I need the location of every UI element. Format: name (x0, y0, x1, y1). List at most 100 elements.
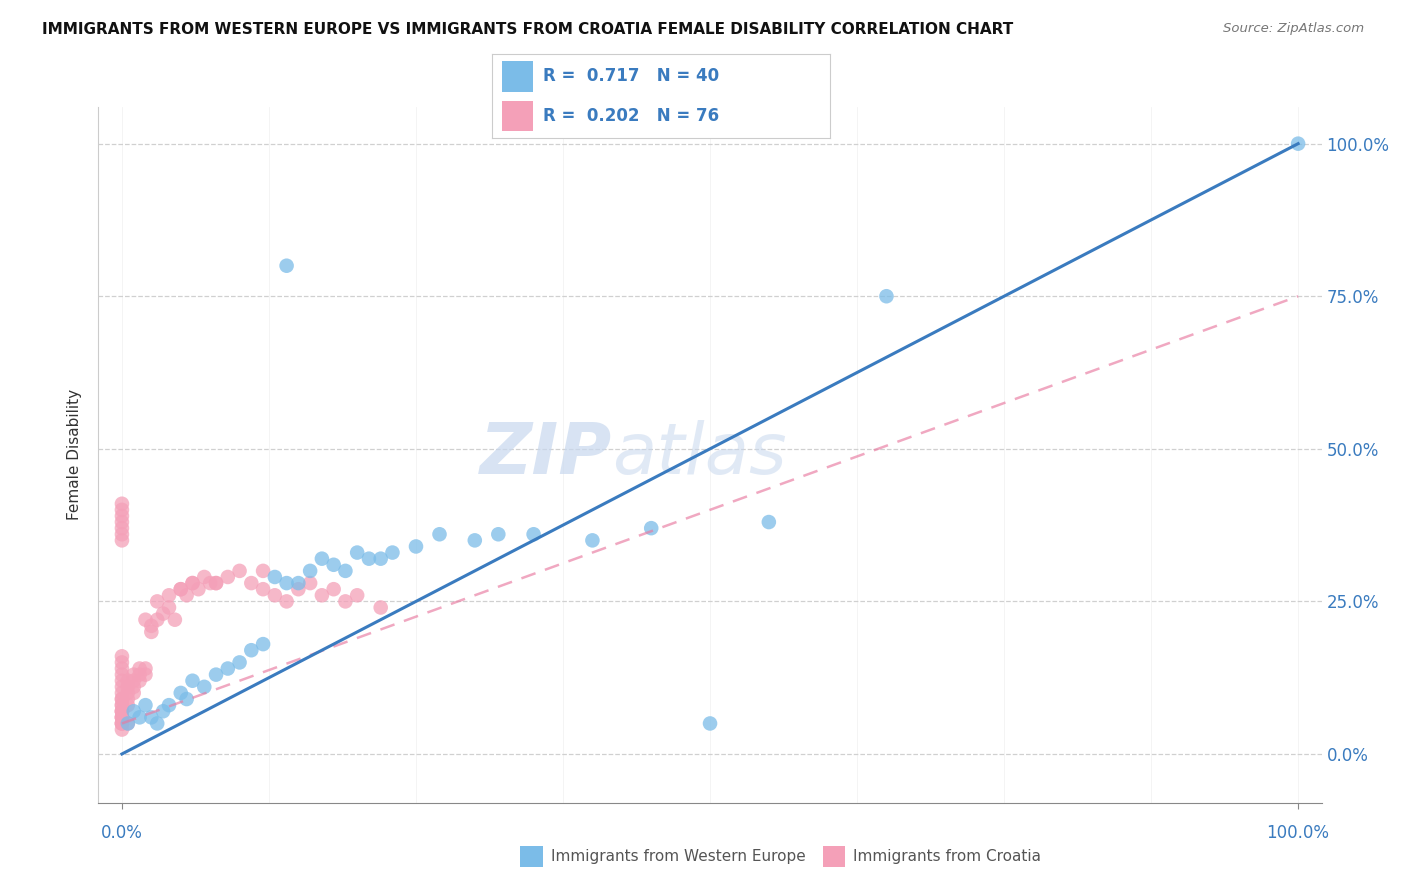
Point (581, 533, 603, 548)
Point (152, 704, 174, 718)
Point (758, 515, 780, 529)
FancyBboxPatch shape (502, 62, 533, 92)
Text: 100.0%: 100.0% (1267, 824, 1330, 842)
Point (111, 686, 134, 700)
Point (111, 704, 134, 718)
Text: atlas: atlas (612, 420, 787, 490)
Point (122, 673, 145, 688)
Point (111, 698, 134, 713)
Point (193, 570, 215, 584)
Point (157, 698, 180, 713)
Point (111, 521, 134, 535)
Point (111, 716, 134, 731)
Point (141, 624, 163, 639)
Point (170, 686, 193, 700)
Point (134, 667, 156, 681)
Point (228, 564, 250, 578)
Point (381, 545, 404, 559)
Point (346, 545, 368, 559)
Point (111, 656, 134, 670)
Point (322, 582, 344, 597)
Point (335, 594, 357, 608)
Point (134, 661, 156, 675)
Point (146, 613, 169, 627)
Point (263, 588, 285, 602)
Point (170, 582, 193, 597)
Point (252, 564, 274, 578)
Point (252, 582, 274, 597)
Point (117, 680, 139, 694)
Point (370, 600, 392, 615)
Point (111, 497, 134, 511)
Point (311, 551, 333, 566)
Point (117, 698, 139, 713)
Point (205, 576, 228, 591)
Point (205, 576, 228, 591)
Point (111, 533, 134, 548)
Point (240, 576, 263, 591)
Point (111, 710, 134, 724)
Point (111, 503, 134, 517)
Point (276, 576, 298, 591)
Point (111, 723, 134, 737)
Point (429, 527, 451, 541)
Point (111, 527, 134, 541)
Point (176, 588, 198, 602)
Point (117, 673, 139, 688)
Point (370, 551, 392, 566)
Point (187, 582, 209, 597)
Point (141, 710, 163, 724)
Point (111, 692, 134, 706)
Point (157, 600, 180, 615)
Point (486, 527, 509, 541)
Point (117, 716, 139, 731)
Point (346, 588, 368, 602)
Point (111, 698, 134, 713)
Point (117, 686, 139, 700)
Text: IMMIGRANTS FROM WESTERN EUROPE VS IMMIGRANTS FROM CROATIA FEMALE DISABILITY CORR: IMMIGRANTS FROM WESTERN EUROPE VS IMMIGR… (42, 22, 1014, 37)
Point (193, 680, 215, 694)
Point (111, 667, 134, 681)
Point (276, 259, 298, 273)
Point (117, 692, 139, 706)
Point (111, 649, 134, 664)
Text: Source: ZipAtlas.com: Source: ZipAtlas.com (1223, 22, 1364, 36)
Point (181, 576, 204, 591)
Point (157, 588, 180, 602)
Point (111, 716, 134, 731)
Point (357, 551, 380, 566)
Point (134, 613, 156, 627)
Point (523, 527, 546, 541)
Text: Immigrants from Western Europe: Immigrants from Western Europe (551, 849, 806, 863)
Point (287, 582, 309, 597)
Point (287, 576, 309, 591)
Text: Immigrants from Croatia: Immigrants from Croatia (853, 849, 1042, 863)
Point (128, 673, 150, 688)
Point (111, 710, 134, 724)
Point (217, 661, 239, 675)
Point (111, 508, 134, 523)
Point (122, 680, 145, 694)
Point (205, 667, 228, 681)
Point (299, 564, 322, 578)
Point (875, 289, 897, 303)
FancyBboxPatch shape (502, 101, 533, 131)
Point (464, 533, 486, 548)
Text: R =  0.202   N = 76: R = 0.202 N = 76 (543, 107, 718, 125)
Point (111, 680, 134, 694)
Point (217, 570, 239, 584)
Point (252, 637, 274, 651)
Point (170, 582, 193, 597)
Text: ZIP: ZIP (479, 420, 612, 490)
Point (152, 607, 174, 621)
Point (122, 704, 145, 718)
Point (276, 594, 298, 608)
Point (117, 716, 139, 731)
Point (122, 686, 145, 700)
Text: 0.0%: 0.0% (101, 824, 143, 842)
Point (111, 673, 134, 688)
Point (311, 588, 333, 602)
Point (198, 576, 221, 591)
Point (128, 710, 150, 724)
Point (134, 698, 156, 713)
